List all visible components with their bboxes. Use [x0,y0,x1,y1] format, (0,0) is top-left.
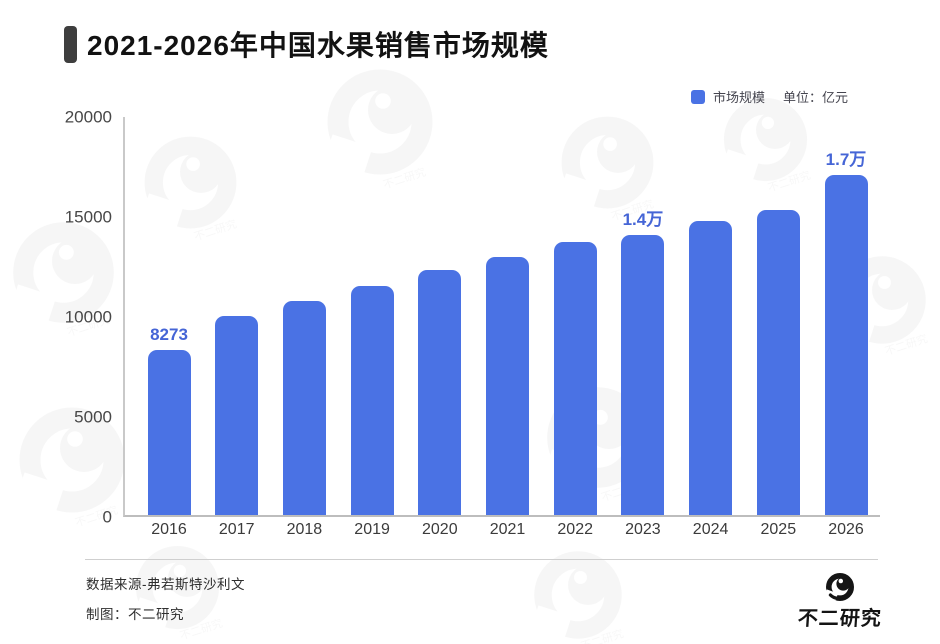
bar-2016 [147,349,191,515]
legend-unit-label: 单位：亿元 [782,90,848,105]
bar-value-label: 1.7万 [825,150,867,169]
bar-2023 [621,235,665,515]
bar-2019 [350,286,394,515]
x-tick-label: 2019 [354,521,390,538]
bar-value-label: 1.4万 [622,210,664,229]
eye-logo-icon [824,573,854,603]
bar-2021 [486,257,529,515]
legend-series-label: 市场规模 [712,90,765,105]
chart-credit-text: 制图：不二研究 [86,607,184,622]
x-tick-label: 2024 [692,521,729,538]
x-tick-label: 2023 [625,521,661,538]
y-tick-label: 15000 [64,207,112,227]
x-tick-label: 2020 [422,521,458,538]
legend-swatch [690,89,705,104]
y-axis-labels: 0 5000 10000 15000 20000 [22,109,112,526]
y-tick-label: 20000 [64,107,112,127]
bar-2025 [756,210,800,515]
bar-2018 [282,301,326,515]
chart-header: 2021-2026年中国水果销售市场规模 [64,24,549,64]
bar-2017 [215,316,259,515]
bar-2020 [418,270,462,515]
x-tick-label: 2022 [557,521,593,538]
y-tick-label: 10000 [64,307,112,327]
bar-2024 [689,221,733,515]
y-tick-label: 0 [102,507,112,527]
x-tick-label: 2026 [828,521,864,538]
brand-logo: 不二研究 [794,571,886,631]
x-tick-label: 2018 [286,521,323,538]
data-source-text: 数据来源-弗若斯特沙利文 [86,577,245,592]
title-accent-bar [64,25,77,63]
plot-area: 8273 2016 2017 2018 2019 2020 2021 2022 1.4万 2023… [123,117,880,538]
x-tick-label: 2021 [489,521,526,538]
footer-divider [85,559,878,560]
x-tick-label: 2016 [151,521,187,538]
brand-logo-text: 不二研究 [797,608,883,630]
x-tick-label: 2025 [760,521,797,538]
bar-2026 [824,175,868,515]
y-tick-label: 5000 [74,407,112,427]
bar-2022 [553,242,597,515]
bar-value-label: 8273 [150,324,188,344]
chart-legend: 市场规模 单位：亿元 [690,87,848,106]
x-tick-label: 2017 [218,521,255,538]
page-title: 2021-2026年中国水果销售市场规模 [87,30,549,61]
